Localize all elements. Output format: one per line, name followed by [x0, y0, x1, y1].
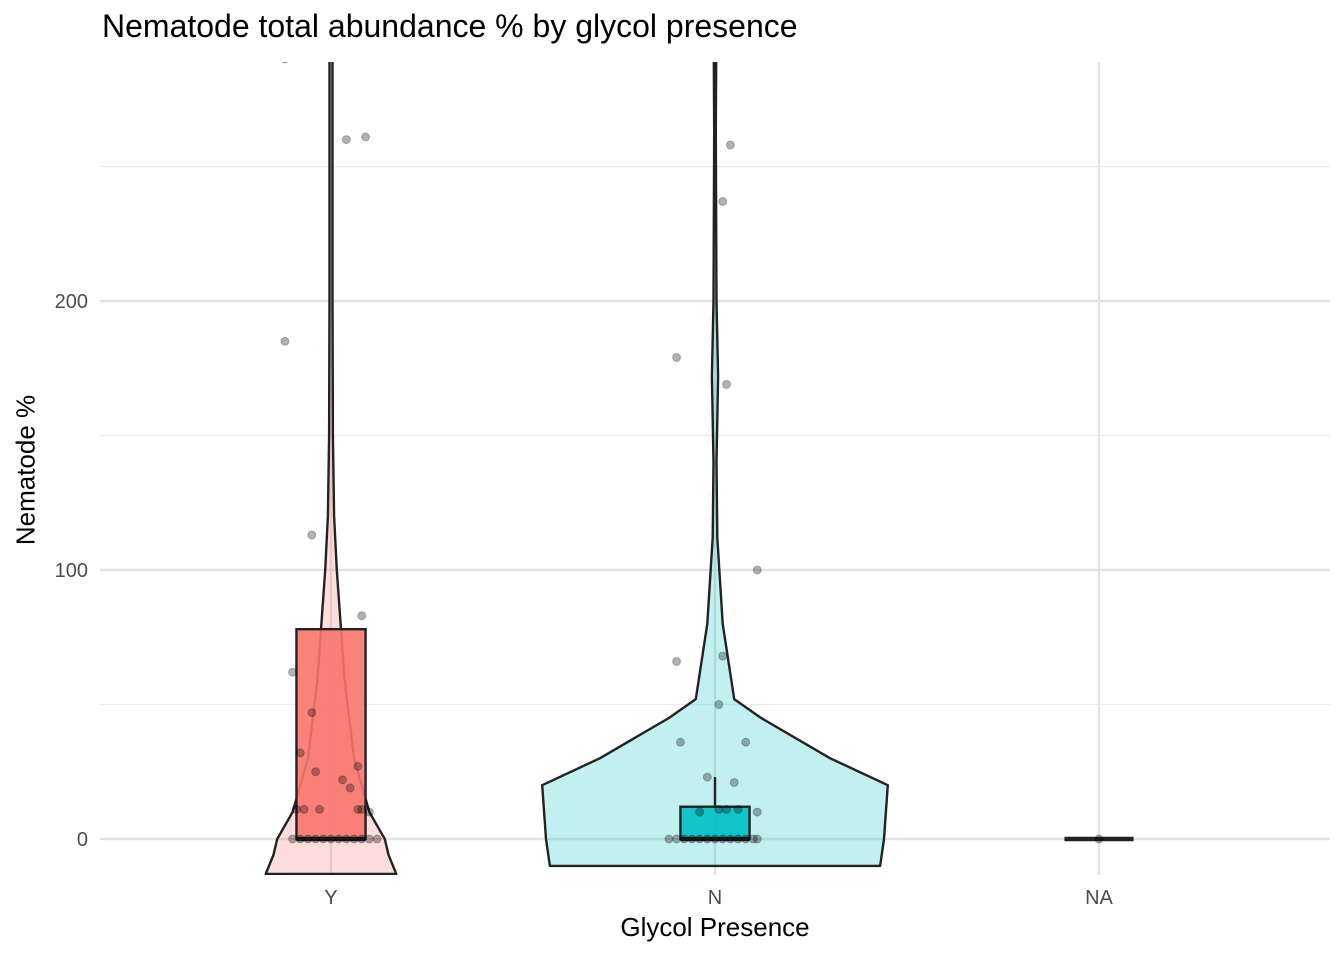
point-layer	[280, 62, 1104, 844]
data-point	[710, 834, 720, 844]
data-point	[311, 767, 321, 777]
data-point	[357, 834, 367, 844]
data-point	[664, 834, 674, 844]
data-point	[714, 700, 724, 709]
data-point	[372, 834, 382, 844]
data-point	[733, 834, 743, 844]
data-point	[695, 807, 705, 817]
data-point	[341, 135, 351, 145]
box-y	[295, 627, 367, 841]
data-point	[288, 667, 298, 677]
data-point	[303, 834, 313, 844]
data-point	[338, 775, 348, 785]
box-layer	[295, 627, 1134, 842]
data-point	[725, 834, 735, 844]
data-point	[307, 708, 317, 718]
data-point	[307, 530, 317, 540]
data-point	[752, 834, 762, 844]
axis-layer: 0 100 200 Y N NA	[55, 291, 1114, 909]
data-point	[672, 656, 682, 666]
data-point	[718, 196, 728, 206]
data-point	[702, 834, 712, 844]
data-point	[295, 834, 305, 844]
data-point	[675, 737, 685, 747]
data-point	[299, 804, 309, 814]
data-point	[752, 565, 762, 575]
data-point	[695, 834, 705, 844]
violin-n	[541, 62, 889, 868]
data-point	[341, 834, 351, 844]
box-n	[679, 805, 751, 841]
y-tick-label: 0	[77, 829, 88, 851]
data-point	[364, 807, 374, 817]
data-point	[687, 834, 697, 844]
data-point	[357, 804, 367, 814]
data-point	[725, 140, 735, 150]
chart-title: Nematode total abundance % by glycol pre…	[102, 8, 798, 44]
data-point	[357, 611, 367, 621]
data-point	[334, 834, 344, 844]
data-point	[281, 62, 289, 64]
y-tick-label: 200	[55, 291, 88, 313]
data-point	[361, 132, 371, 142]
data-point	[702, 772, 712, 782]
data-point	[288, 834, 298, 844]
data-point	[729, 778, 739, 788]
data-point	[752, 807, 762, 817]
data-point	[311, 834, 321, 844]
y-tick-label: 100	[55, 560, 88, 582]
x-tick-label: NA	[1085, 887, 1113, 909]
data-point	[718, 651, 728, 661]
data-point	[672, 352, 682, 362]
x-axis-title: Glycol Presence	[620, 912, 810, 942]
x-tick-label: N	[708, 887, 722, 909]
x-tick-label: Y	[324, 887, 337, 909]
data-point	[722, 379, 732, 389]
data-point	[349, 834, 359, 844]
data-point	[318, 834, 328, 844]
data-point	[314, 804, 324, 814]
data-point	[280, 336, 290, 346]
data-point	[718, 834, 728, 844]
data-point	[714, 804, 724, 814]
data-point	[748, 834, 758, 844]
data-point	[291, 804, 301, 814]
data-point	[345, 783, 355, 793]
data-point	[295, 748, 305, 758]
data-point	[353, 761, 363, 771]
data-point	[741, 737, 751, 747]
data-point	[741, 834, 751, 844]
data-point	[326, 834, 336, 844]
data-point	[672, 834, 682, 844]
data-point	[722, 804, 732, 814]
data-point	[1094, 834, 1104, 844]
data-point	[364, 834, 374, 844]
data-point	[733, 804, 743, 814]
data-point	[679, 834, 689, 844]
data-point	[353, 804, 363, 814]
